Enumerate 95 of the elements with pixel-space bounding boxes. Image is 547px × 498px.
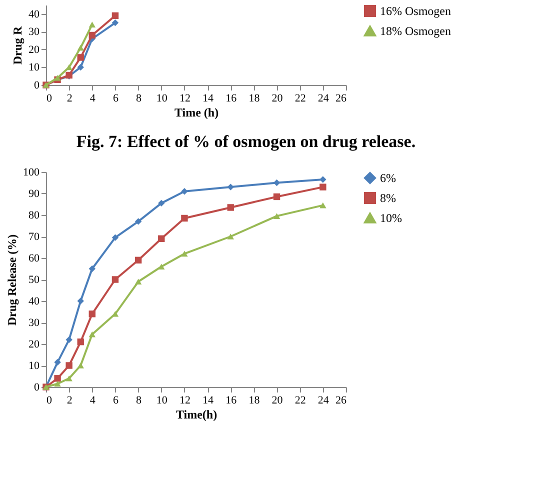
point	[88, 265, 96, 272]
x-tick-label: 26	[336, 92, 347, 104]
x-tick-label: 22	[294, 394, 306, 406]
point	[134, 278, 142, 285]
y-axis-title: Drug Release (%)	[5, 234, 19, 326]
point	[66, 375, 72, 382]
y-axis-title: Drug R	[10, 26, 24, 65]
y-tick-label: 10	[28, 360, 40, 372]
y-tick-label: 0	[34, 80, 40, 92]
x-tick-label: 14	[202, 92, 214, 104]
point	[77, 44, 84, 51]
x-tick-label: 16	[226, 92, 238, 104]
point	[320, 176, 326, 183]
legend-label: 18% Osmogen	[380, 24, 451, 38]
point	[77, 338, 84, 346]
point	[134, 256, 142, 264]
x-tick-label: 4	[90, 92, 96, 104]
point	[112, 19, 119, 26]
y-tick-label: 10	[28, 62, 40, 74]
point	[112, 12, 119, 20]
point	[88, 22, 96, 28]
point	[134, 218, 142, 225]
point	[158, 264, 165, 270]
y-tick-label: 60	[28, 252, 40, 264]
x-axis-title: Time(h)	[176, 408, 218, 422]
point	[88, 310, 96, 318]
y-tick-label: 20	[28, 338, 40, 350]
legend-label: 10%	[380, 211, 402, 225]
y-tick-label: 80	[28, 210, 40, 222]
x-tick-label: 24	[318, 394, 330, 406]
point	[273, 179, 280, 186]
point	[158, 200, 165, 207]
point	[66, 336, 72, 344]
point	[66, 362, 72, 369]
y-tick-label: 0	[34, 382, 40, 394]
x-tick-label: 12	[179, 92, 190, 104]
point	[54, 375, 61, 382]
x-tick-label: 12	[179, 394, 190, 406]
legend-label: 6%	[380, 171, 396, 185]
x-axis-title: Time (h)	[174, 106, 219, 120]
point	[54, 74, 61, 81]
point	[77, 298, 84, 304]
x-tick-label: 6	[112, 92, 119, 104]
y-tick-label: 70	[28, 231, 40, 243]
point	[273, 213, 280, 219]
x-tick-label: 8	[136, 394, 142, 406]
point	[320, 184, 326, 190]
x-tick-label: 10	[156, 394, 168, 406]
y-tick-label: 30	[28, 317, 40, 329]
x-tick-label: 20	[272, 92, 284, 104]
x-tick-label: 0	[46, 92, 52, 104]
x-tick-label: 8	[136, 92, 142, 104]
legend-label: 16% Osmogen	[380, 4, 451, 18]
x-tick-label: 2	[66, 394, 72, 406]
y-tick-label: 50	[28, 274, 40, 286]
legend-label: 8%	[380, 191, 396, 205]
y-tick-label: 40	[28, 296, 40, 308]
point	[112, 234, 119, 241]
x-tick-label: 6	[112, 394, 119, 406]
point	[273, 193, 280, 200]
x-tick-label: 18	[248, 92, 260, 104]
x-tick-label: 10	[156, 92, 168, 104]
point	[54, 358, 61, 366]
point	[77, 54, 84, 61]
point	[88, 32, 96, 39]
x-tick-label: 20	[272, 394, 284, 406]
point	[320, 202, 326, 208]
point	[181, 250, 188, 257]
x-tick-label: 22	[294, 92, 306, 104]
x-tick-label: 2	[66, 92, 72, 104]
y-tick-label: 100	[23, 166, 40, 178]
point	[158, 235, 165, 242]
x-tick-label: 0	[46, 394, 52, 406]
x-tick-label: 14	[202, 394, 214, 406]
point	[181, 214, 188, 222]
point	[112, 276, 119, 283]
point	[227, 184, 234, 190]
x-tick-label: 4	[90, 394, 96, 406]
y-tick-label: 40	[28, 8, 40, 20]
y-tick-label: 90	[28, 188, 40, 200]
point	[77, 362, 84, 368]
x-tick-label: 26	[336, 394, 347, 406]
y-tick-label: 30	[28, 26, 40, 38]
point	[88, 331, 96, 338]
y-tick-label: 20	[28, 44, 40, 56]
point	[77, 64, 84, 71]
x-tick-label: 24	[318, 92, 330, 104]
point	[54, 380, 61, 387]
caption: Fig. 7: Effect of % of osmogen on drug release.	[76, 132, 416, 151]
point	[181, 188, 188, 195]
x-tick-label: 16	[226, 394, 238, 406]
point	[227, 204, 234, 211]
point	[227, 234, 234, 240]
x-tick-label: 18	[248, 394, 260, 406]
point	[66, 64, 72, 70]
